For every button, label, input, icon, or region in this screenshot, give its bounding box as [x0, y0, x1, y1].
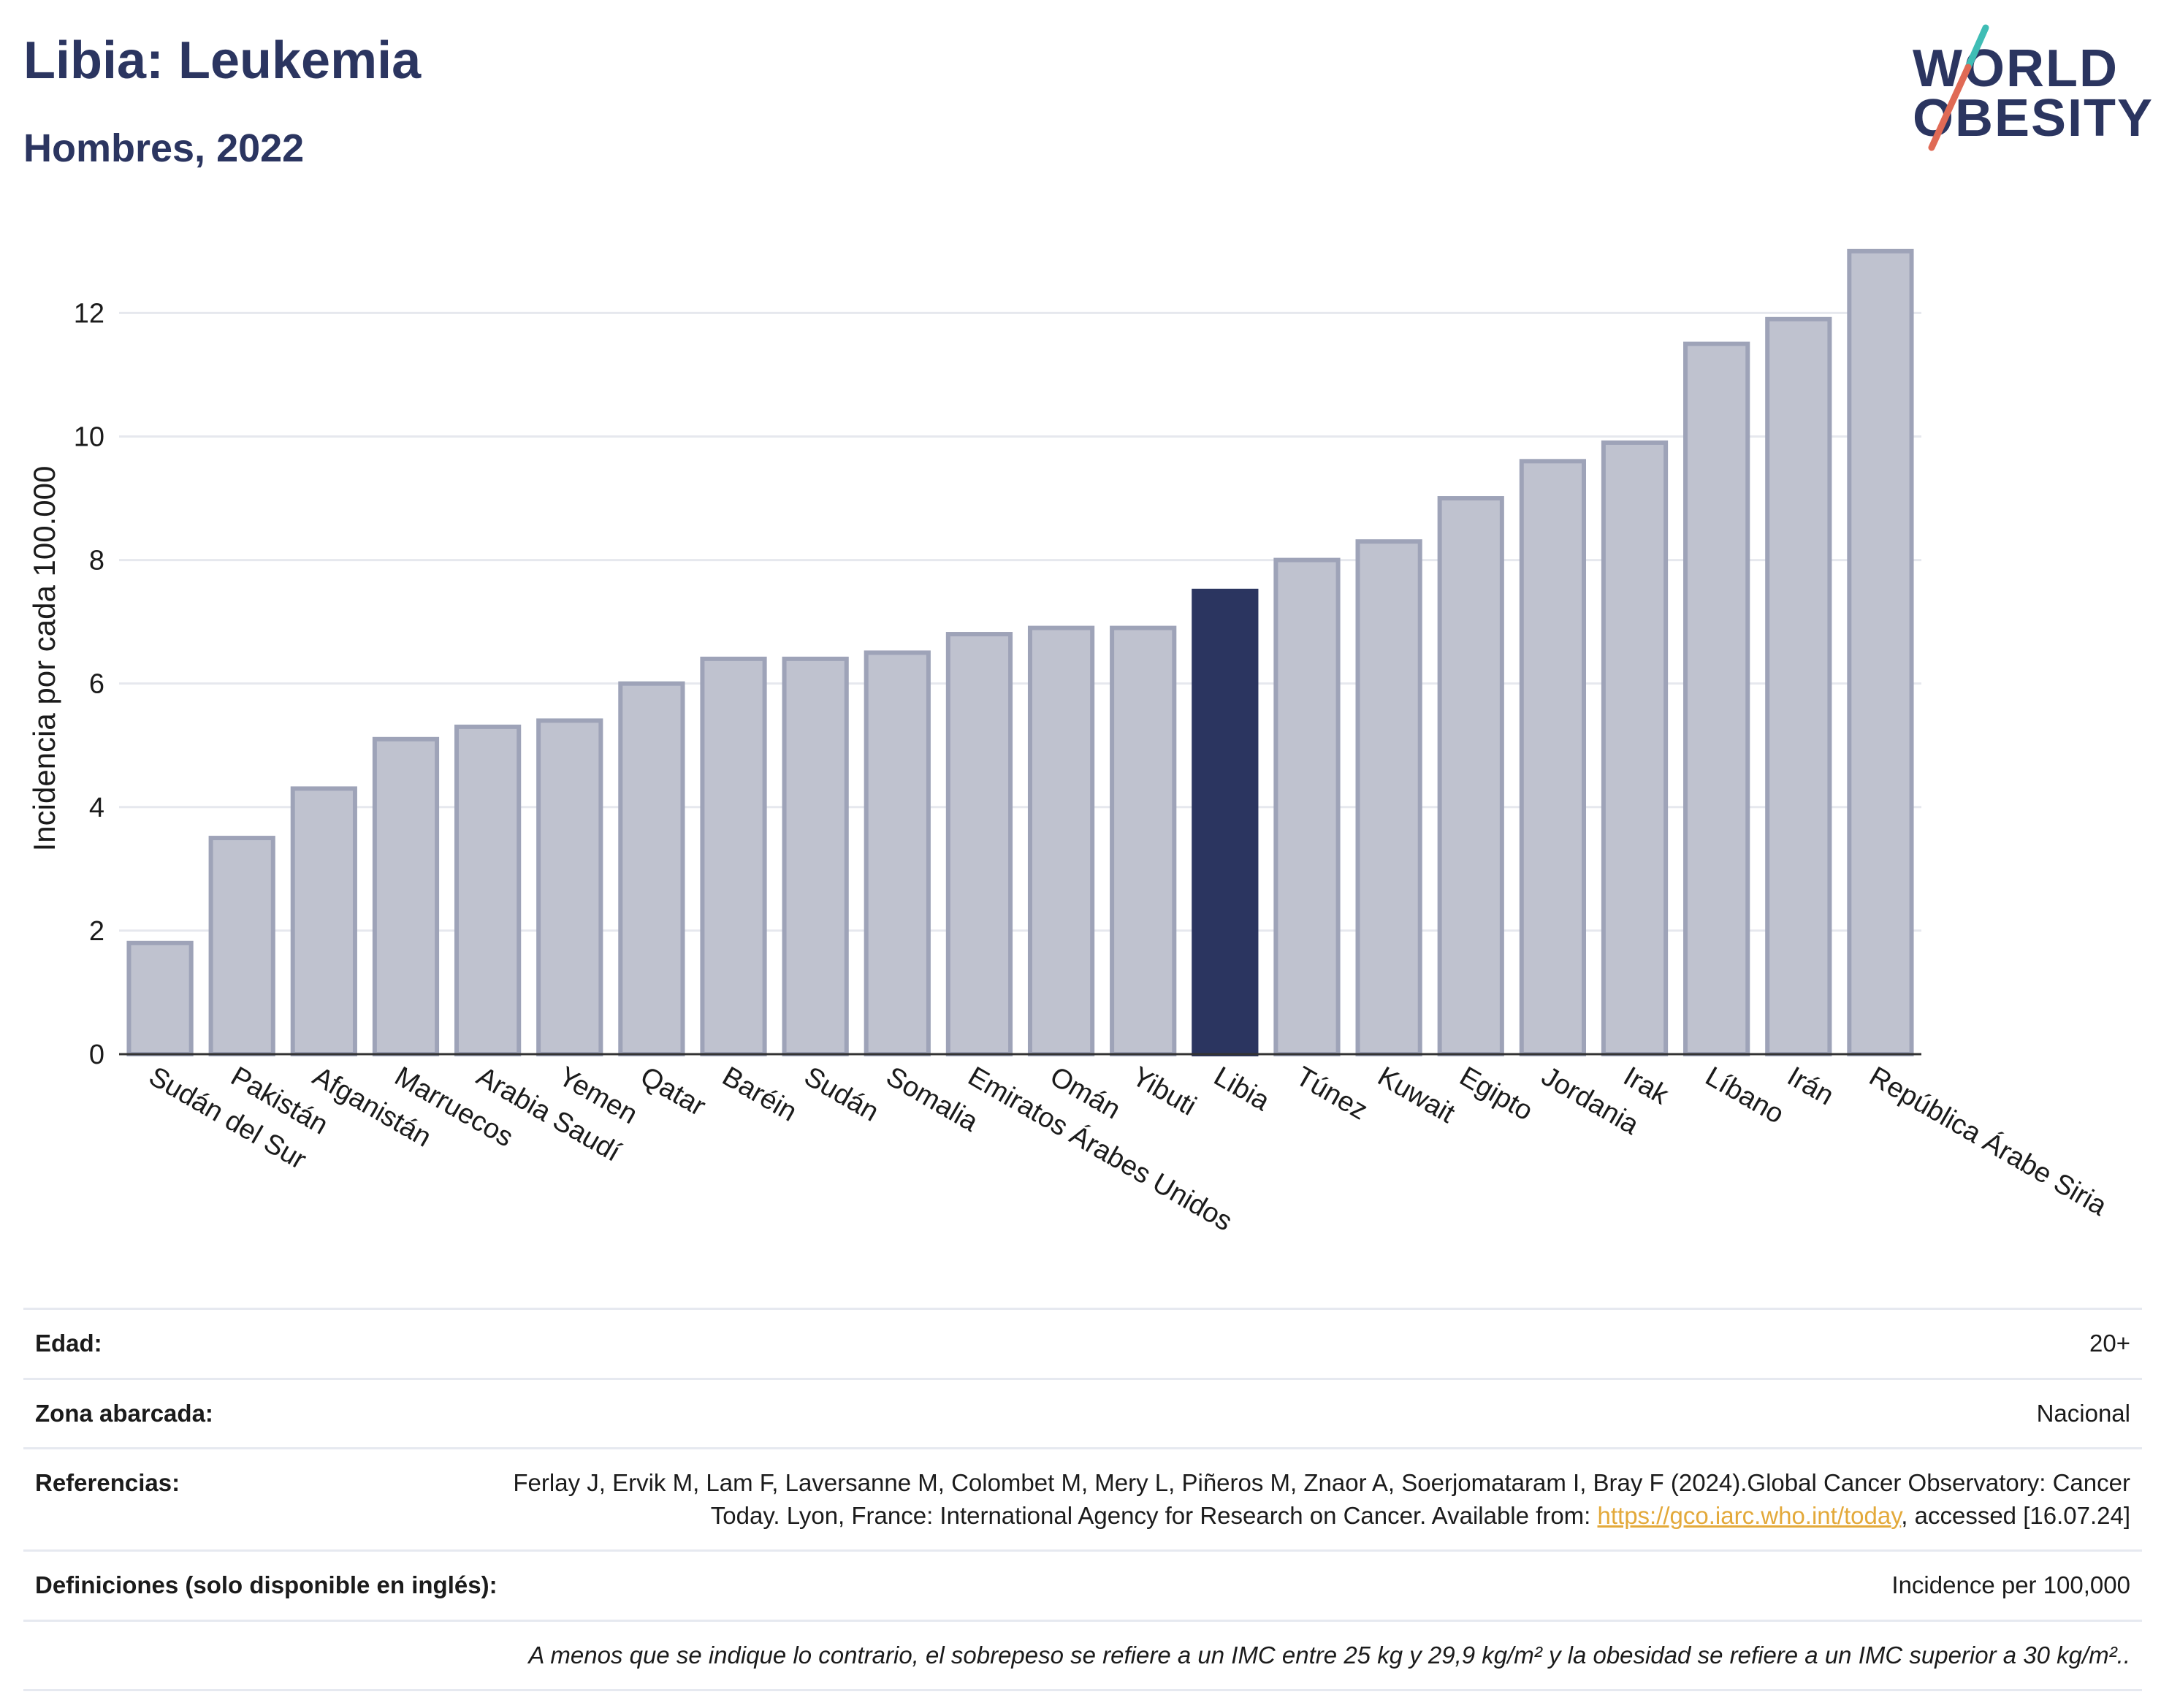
y-axis-ticks: 0 2 4 6 8 10 12 [74, 298, 104, 1070]
references-link[interactable]: https://gco.iarc.who.int/today [1597, 1501, 1902, 1529]
y-tick-label: 2 [89, 916, 104, 947]
bar-afganistán [290, 786, 357, 1056]
bar-irán [1765, 316, 1832, 1056]
world-obesity-logo: WORLD OBESITY [1907, 22, 2152, 153]
y-tick-label: 6 [89, 669, 104, 700]
footnote: A menos que se indique lo contrario, el … [528, 1641, 2130, 1669]
bar-irak [1601, 440, 1669, 1056]
y-tick-label: 8 [89, 546, 104, 576]
x-tick-label: Líbano [1700, 1061, 1789, 1129]
bar-baréin [700, 656, 767, 1056]
definitions-row: Definiciones (solo disponible en inglés)… [23, 1549, 2142, 1620]
age-row: Edad: 20+ [23, 1308, 2142, 1378]
bar-sudán-del-sur [126, 940, 194, 1057]
y-tick-label: 12 [74, 298, 104, 329]
area-label: Zona abarcada: [35, 1399, 213, 1427]
definitions-label: Definiciones (solo disponible en inglés)… [35, 1571, 498, 1599]
area-value: Nacional [2036, 1399, 2130, 1427]
y-axis-label: Incidencia por cada 100.000 [27, 466, 61, 852]
x-tick-label: Libia [1208, 1061, 1275, 1117]
y-tick-label: 10 [74, 422, 104, 452]
note-row: A menos que se indique lo contrario, el … [23, 1619, 2142, 1692]
x-tick-label: Irán [1782, 1061, 1839, 1111]
info-table: Edad: 20+ Zona abarcada: Nacional Refere… [23, 1308, 2142, 1692]
references-text: Ferlay J, Ervik M, Lam F, Laversanne M, … [513, 1469, 2130, 1529]
bar-yibuti [1110, 625, 1177, 1056]
x-tick-label: Somalia [881, 1061, 984, 1137]
age-value: 20+ [2089, 1330, 2130, 1357]
bar-somalia [864, 650, 931, 1056]
bar-túnez [1273, 557, 1341, 1056]
bar-libia [1192, 588, 1259, 1056]
bar-pakistán [208, 836, 275, 1056]
x-tick-label: Túnez [1290, 1061, 1372, 1126]
x-tick-label: Kuwait [1373, 1061, 1460, 1129]
x-tick-label: Yibuti [1127, 1061, 1201, 1121]
bar-omán [1027, 625, 1095, 1056]
bar-marruecos [372, 736, 440, 1056]
area-row: Zona abarcada: Nacional [23, 1377, 2142, 1448]
bar-qatar [618, 681, 685, 1057]
bar-chart: 0 2 4 6 8 10 12 Sudán del SurPakistánAfganistá… [27, 248, 2113, 1238]
bar-yemen [536, 718, 603, 1056]
x-tick-label: República Árabe Siria [1864, 1061, 2113, 1222]
bar-sudán [782, 656, 849, 1056]
x-axis-ticks: Sudán del SurPakistánAfganistánMarruecos… [144, 1061, 2113, 1238]
bar-kuwait [1355, 539, 1422, 1056]
bar-jordania [1519, 459, 1586, 1056]
references-text-end: , accessed [16.07.24] [1901, 1501, 2130, 1529]
references-label: Referencias: [35, 1469, 180, 1497]
bar-emiratos-árabes-unidos [945, 632, 1013, 1056]
bar-arabia-saudí [454, 724, 522, 1056]
bar-república-árabe-siria [1847, 248, 1914, 1056]
references-row: Referencias: Ferlay J, Ervik M, Lam F, L… [23, 1447, 2142, 1549]
page-subtitle: Hombres, 2022 [23, 126, 305, 170]
logo-line-1: WORLD [1913, 39, 2119, 98]
chart-bars [126, 248, 1914, 1057]
x-tick-label: Egipto [1455, 1061, 1538, 1126]
y-tick-label: 4 [89, 793, 104, 823]
bar-egipto [1437, 496, 1504, 1056]
x-tick-label: Baréin [717, 1061, 802, 1127]
x-tick-label: Sudán [799, 1061, 884, 1127]
logo-slash-icon [1928, 24, 1989, 151]
definitions-value: Incidence per 100,000 [1891, 1571, 2130, 1599]
x-tick-label: Qatar [635, 1061, 711, 1122]
bar-líbano [1683, 341, 1750, 1057]
references-value: Ferlay J, Ervik M, Lam F, Laversanne M, … [450, 1467, 2130, 1532]
page-title: Libia: Leukemia [23, 31, 422, 90]
age-label: Edad: [35, 1330, 102, 1357]
y-tick-label: 0 [89, 1040, 104, 1070]
